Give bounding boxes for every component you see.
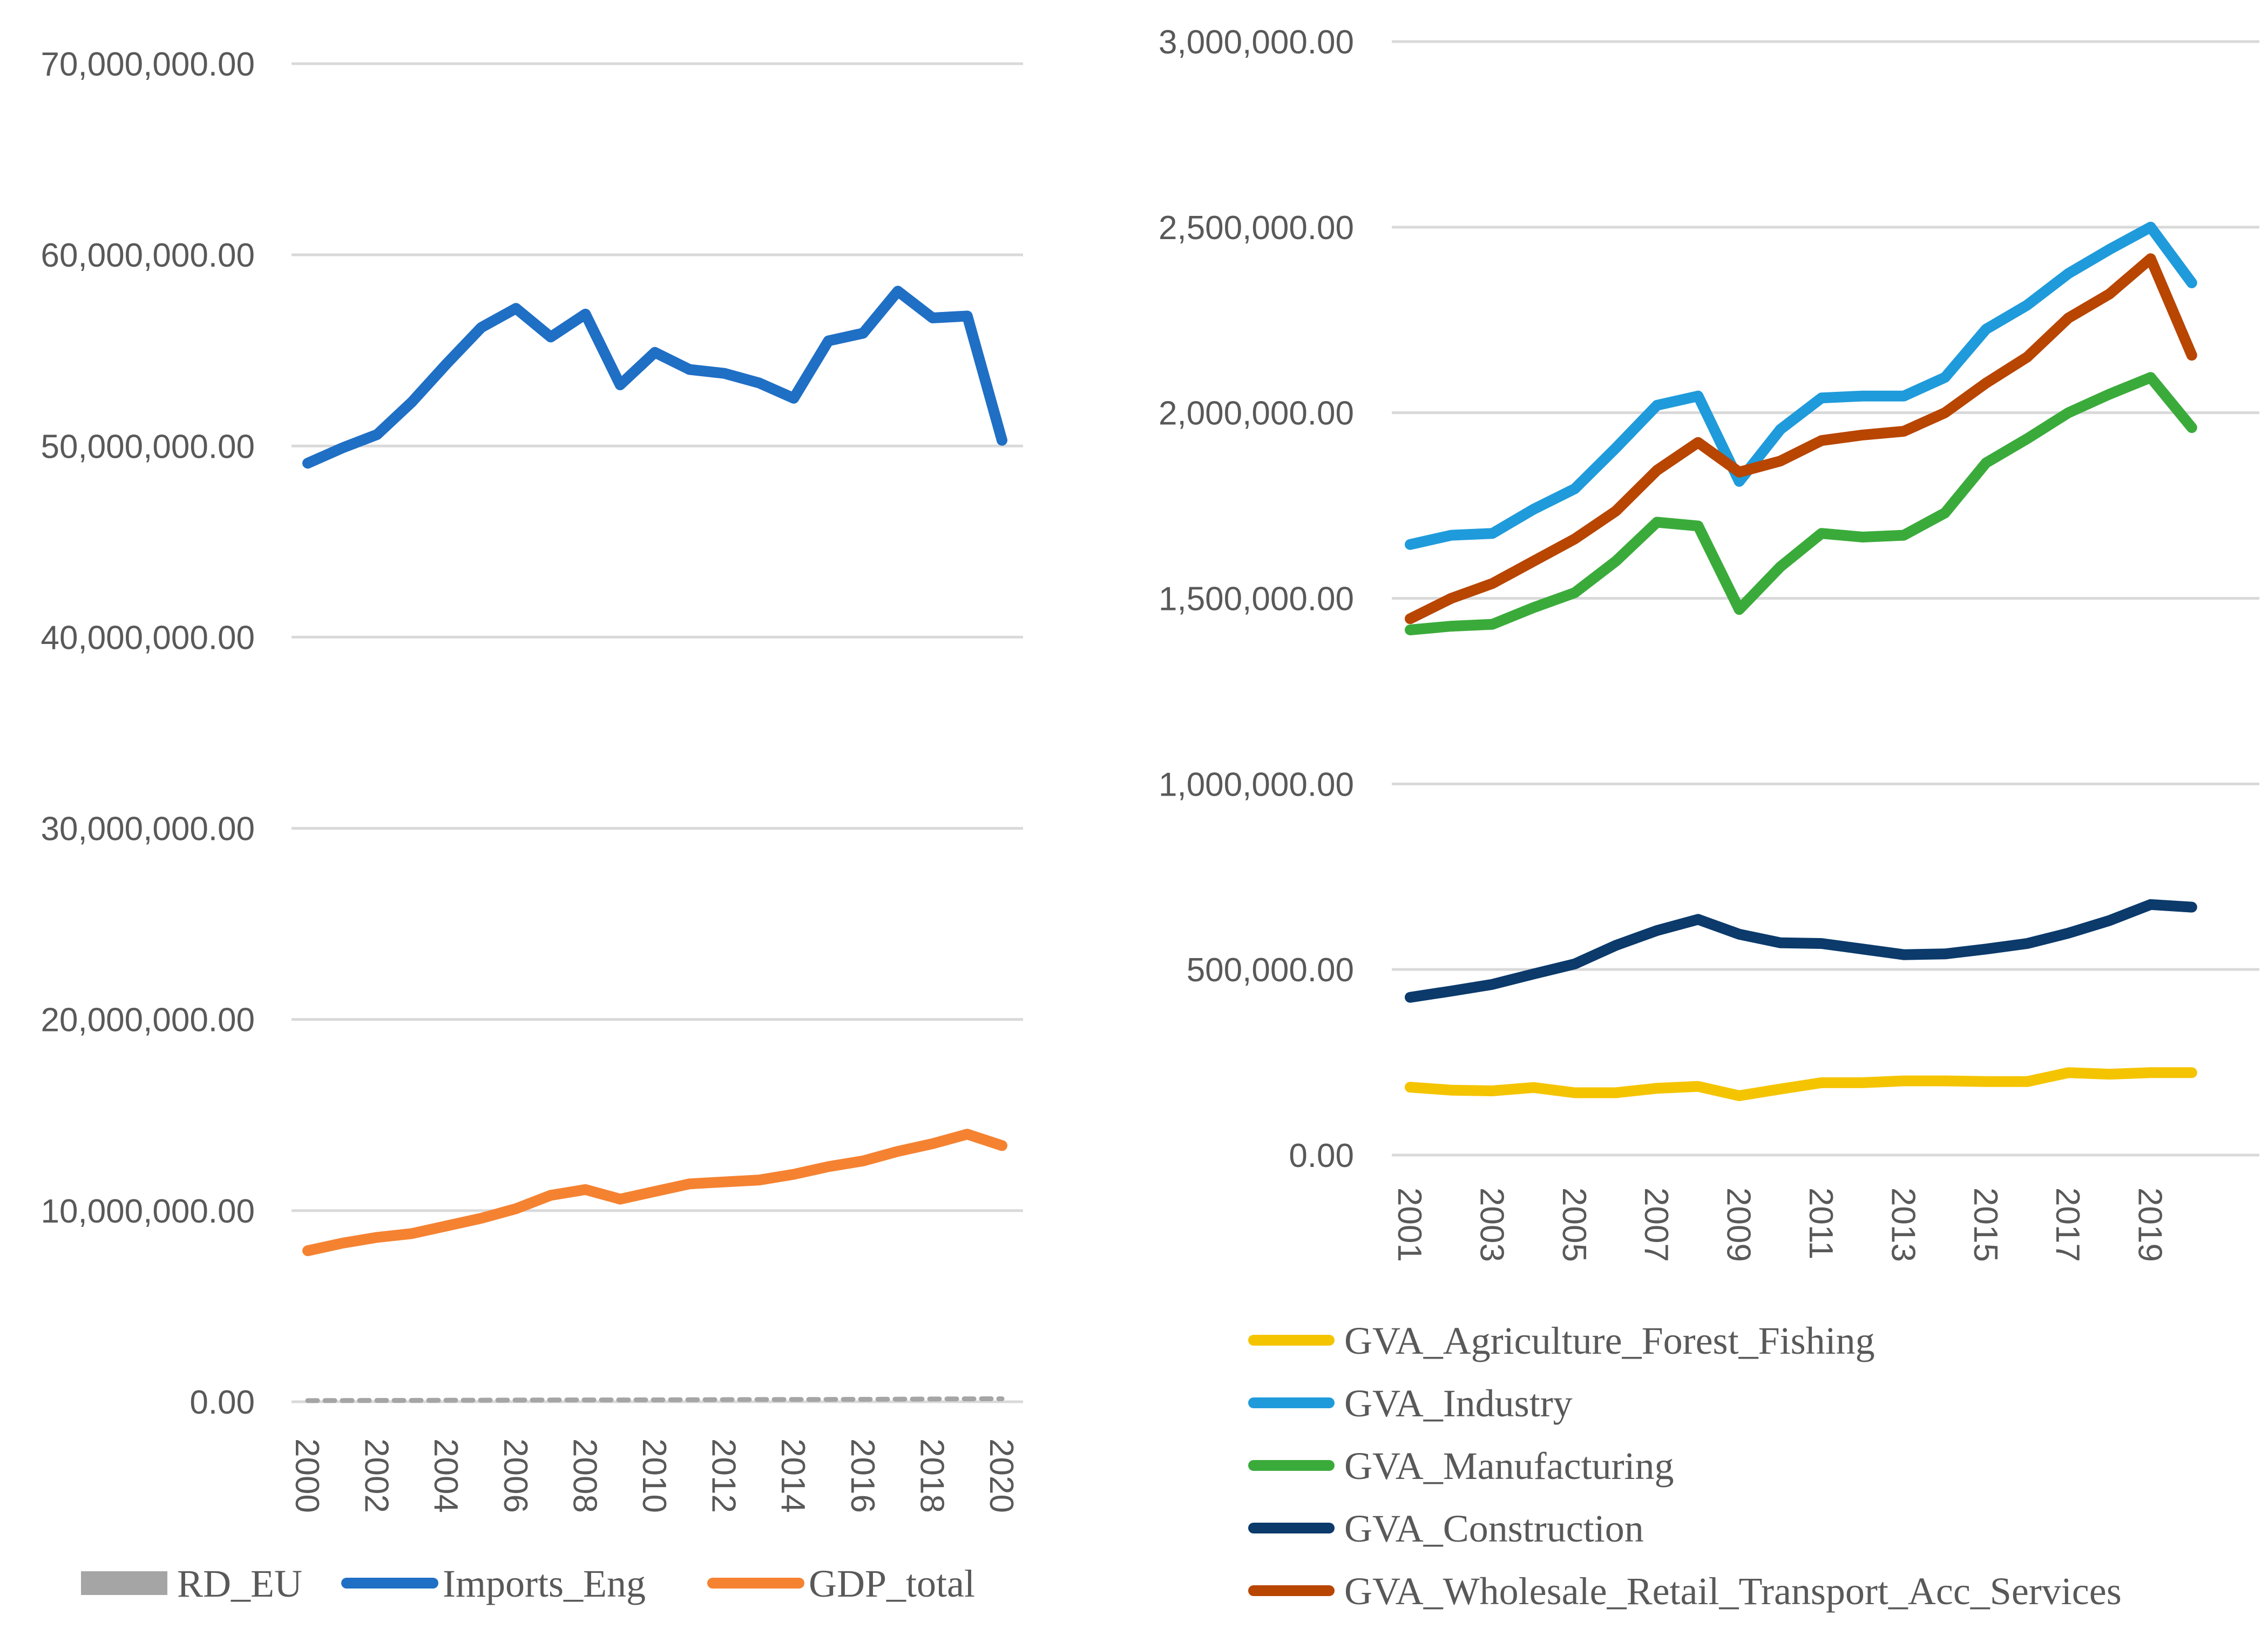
left-x-tick-label: 2012 — [705, 1438, 742, 1513]
left-x-tick-label: 2016 — [844, 1438, 881, 1513]
left-x-tick-label: 2014 — [774, 1438, 811, 1513]
left-y-tick-label: 0.00 — [189, 1384, 255, 1421]
left-legend-label-gdp-total: GDP_total — [809, 1562, 975, 1605]
left-y-tick-label: 70,000,000.00 — [41, 46, 255, 83]
left-x-tick-label: 2002 — [358, 1438, 395, 1513]
right-legend-label-gva-wholesale-retail-transport-acc-services: GVA_Wholesale_Retail_Transport_Acc_Servi… — [1344, 1570, 2122, 1613]
right-y-tick-label: 3,000,000.00 — [1159, 24, 1354, 61]
right-x-tick-label: 2001 — [1391, 1187, 1428, 1262]
left-legend-label-rd-eu: RD_EU — [177, 1562, 302, 1605]
left-x-tick-label: 2004 — [427, 1438, 464, 1513]
right-x-tick-label: 2019 — [2131, 1187, 2169, 1262]
left-legend-label-imports-eng: Imports_Eng — [443, 1562, 646, 1605]
right-series-gva-agriculture-forest-fishing — [1405, 1067, 2197, 1101]
left-series-rd-eu — [305, 1396, 1005, 1403]
left-x-tick-label: 2010 — [635, 1438, 673, 1513]
right-y-tick-label: 1,500,000.00 — [1159, 581, 1354, 618]
right-y-tick-label: 2,500,000.00 — [1159, 209, 1354, 247]
right-x-tick-label: 2009 — [1720, 1187, 1757, 1262]
left-series-imports-eng — [302, 286, 1007, 469]
right-x-tick-label: 2015 — [1967, 1187, 2004, 1262]
right-legend-label-gva-manufacturing: GVA_Manufacturing — [1344, 1444, 1674, 1488]
left-legend-swatch-rd-eu — [81, 1571, 167, 1595]
right-y-tick-label: 2,000,000.00 — [1159, 395, 1354, 432]
left-series-gdp-total — [302, 1129, 1007, 1257]
right-legend-label-gva-construction: GVA_Construction — [1344, 1507, 1644, 1550]
right-x-tick-label: 2011 — [1802, 1187, 1839, 1259]
right-y-tick-label: 500,000.00 — [1187, 952, 1354, 989]
right-y-tick-label: 0.00 — [1289, 1137, 1354, 1175]
left-y-tick-label: 20,000,000.00 — [41, 1002, 255, 1039]
right-x-tick-label: 2013 — [1884, 1187, 1921, 1262]
left-x-tick-label: 2018 — [913, 1438, 950, 1513]
left-x-tick-label: 2008 — [566, 1438, 603, 1513]
left-x-tick-label: 2006 — [497, 1438, 534, 1513]
right-line-chart: 0.00 500,000.00 1,000,000.00 1,500,000.00 2,… — [1159, 24, 2259, 1613]
right-series-gva-wholesale-retail-transport-acc-services — [1405, 253, 2197, 625]
left-y-tick-label: 10,000,000.00 — [41, 1193, 255, 1230]
left-y-tick-label: 40,000,000.00 — [41, 619, 255, 656]
right-y-tick-label: 1,000,000.00 — [1159, 766, 1354, 803]
right-legend-label-gva-industry: GVA_Industry — [1344, 1382, 1573, 1425]
right-series-gva-manufacturing — [1405, 372, 2197, 635]
right-series-gva-construction — [1405, 899, 2197, 1003]
right-series-gva-industry — [1405, 221, 2197, 550]
right-x-tick-label: 2003 — [1473, 1187, 1510, 1262]
right-x-tick-label: 2017 — [2049, 1187, 2086, 1262]
right-x-tick-label: 2007 — [1637, 1187, 1675, 1262]
right-legend-label-gva-agriculture-forest-fishing: GVA_Agriculture_Forest_Fishing — [1344, 1319, 1875, 1362]
left-y-tick-label: 60,000,000.00 — [41, 237, 255, 274]
left-line-chart: 0.00 10,000,000.00 20,000,000.00 30,000,000… — [41, 46, 1023, 1605]
left-x-tick-label: 2000 — [288, 1438, 326, 1513]
right-x-tick-label: 2005 — [1555, 1187, 1593, 1262]
left-x-tick-label: 2020 — [983, 1438, 1020, 1513]
left-y-tick-label: 30,000,000.00 — [41, 811, 255, 848]
left-y-tick-label: 50,000,000.00 — [41, 428, 255, 465]
